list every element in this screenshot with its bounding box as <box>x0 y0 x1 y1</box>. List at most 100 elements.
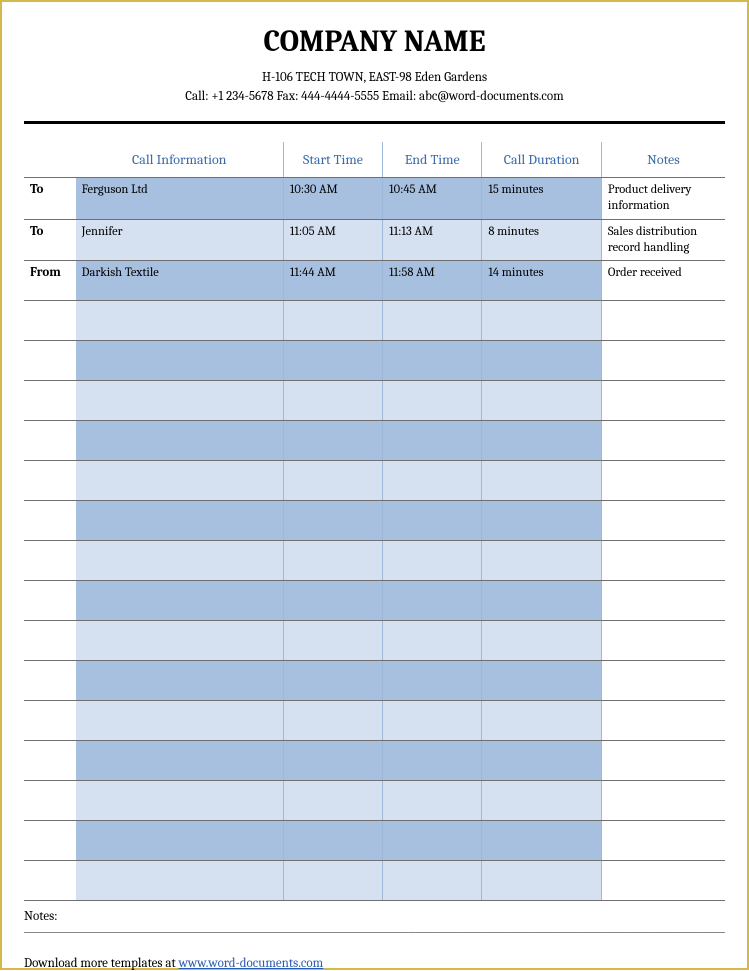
cell-direction <box>24 781 76 821</box>
cell-start-time <box>283 461 382 501</box>
cell-notes <box>601 501 725 541</box>
cell-call-duration <box>482 741 602 781</box>
cell-call-information <box>76 421 284 461</box>
cell-start-time <box>283 541 382 581</box>
cell-notes <box>601 461 725 501</box>
cell-call-duration <box>482 701 602 741</box>
col-call-duration: Call Duration <box>482 142 602 178</box>
table-row: FromDarkish Textile11:44 AM11:58 AM14 mi… <box>24 261 725 301</box>
cell-start-time <box>283 741 382 781</box>
cell-end-time <box>383 701 482 741</box>
table-row: ToFerguson Ltd10:30 AM10:45 AM15 minutes… <box>24 178 725 220</box>
cell-call-information <box>76 301 284 341</box>
cell-end-time <box>383 461 482 501</box>
cell-call-duration <box>482 621 602 661</box>
cell-call-duration: 14 minutes <box>482 261 602 301</box>
cell-call-duration <box>482 301 602 341</box>
cell-end-time <box>383 661 482 701</box>
cell-notes <box>601 821 725 861</box>
table-header-row: Call Information Start Time End Time Cal… <box>24 142 725 178</box>
col-start-time: Start Time <box>283 142 382 178</box>
cell-start-time <box>283 581 382 621</box>
cell-direction <box>24 701 76 741</box>
cell-notes <box>601 541 725 581</box>
table-row <box>24 741 725 781</box>
cell-direction <box>24 661 76 701</box>
cell-start-time <box>283 621 382 661</box>
cell-call-information <box>76 581 284 621</box>
cell-notes <box>601 661 725 701</box>
cell-end-time <box>383 381 482 421</box>
cell-call-duration <box>482 821 602 861</box>
table-row: ToJennifer11:05 AM11:13 AM8 minutesSales… <box>24 219 725 261</box>
table-row <box>24 821 725 861</box>
cell-end-time <box>383 341 482 381</box>
cell-call-duration: 15 minutes <box>482 178 602 220</box>
notes-underline: ________________________________________… <box>24 926 725 936</box>
cell-direction: To <box>24 219 76 261</box>
company-address: H-106 TECH TOWN, EAST-98 Eden Gardens <box>24 69 725 88</box>
cell-direction <box>24 621 76 661</box>
cell-call-duration <box>482 381 602 421</box>
cell-direction <box>24 541 76 581</box>
table-row <box>24 381 725 421</box>
cell-start-time <box>283 341 382 381</box>
document-header: COMPANY NAME H-106 TECH TOWN, EAST-98 Ed… <box>24 24 725 124</box>
cell-call-information: Ferguson Ltd <box>76 178 284 220</box>
cell-notes: Sales distribution record handling <box>601 219 725 261</box>
table-row <box>24 701 725 741</box>
cell-call-duration <box>482 461 602 501</box>
download-prefix: Download more templates at <box>24 956 179 971</box>
cell-direction <box>24 861 76 901</box>
table-row <box>24 421 725 461</box>
header-divider <box>24 121 725 124</box>
table-row <box>24 581 725 621</box>
cell-notes <box>601 581 725 621</box>
table-row <box>24 301 725 341</box>
col-end-time: End Time <box>383 142 482 178</box>
cell-direction <box>24 821 76 861</box>
company-contact: Call: +1 234-5678 Fax: 444-4444-5555 Ema… <box>24 88 725 107</box>
cell-start-time <box>283 781 382 821</box>
cell-start-time <box>283 821 382 861</box>
cell-notes <box>601 301 725 341</box>
cell-call-information <box>76 821 284 861</box>
cell-end-time <box>383 541 482 581</box>
cell-direction <box>24 381 76 421</box>
cell-call-duration <box>482 421 602 461</box>
cell-call-duration: 8 minutes <box>482 219 602 261</box>
cell-end-time <box>383 741 482 781</box>
cell-start-time: 11:05 AM <box>283 219 382 261</box>
cell-call-duration <box>482 341 602 381</box>
table-row <box>24 861 725 901</box>
cell-call-duration <box>482 581 602 621</box>
cell-end-time <box>383 821 482 861</box>
cell-call-duration <box>482 861 602 901</box>
cell-call-duration <box>482 501 602 541</box>
cell-notes <box>601 741 725 781</box>
cell-start-time <box>283 301 382 341</box>
cell-start-time <box>283 861 382 901</box>
cell-end-time: 11:13 AM <box>383 219 482 261</box>
cell-start-time <box>283 421 382 461</box>
table-row <box>24 541 725 581</box>
cell-start-time: 10:30 AM <box>283 178 382 220</box>
notes-section: Notes: _________________________________… <box>24 909 725 936</box>
cell-end-time <box>383 861 482 901</box>
cell-direction <box>24 341 76 381</box>
cell-call-information <box>76 741 284 781</box>
cell-call-duration <box>482 781 602 821</box>
table-row <box>24 501 725 541</box>
cell-call-information <box>76 461 284 501</box>
company-name: COMPANY NAME <box>24 24 725 59</box>
download-link[interactable]: www.word-documents.com <box>179 956 324 971</box>
cell-call-information <box>76 621 284 661</box>
table-row <box>24 341 725 381</box>
download-footer: Download more templates at www.word-docu… <box>24 956 725 971</box>
cell-call-information <box>76 541 284 581</box>
cell-direction <box>24 581 76 621</box>
cell-end-time <box>383 581 482 621</box>
cell-end-time <box>383 621 482 661</box>
cell-call-information <box>76 341 284 381</box>
col-call-information: Call Information <box>76 142 284 178</box>
